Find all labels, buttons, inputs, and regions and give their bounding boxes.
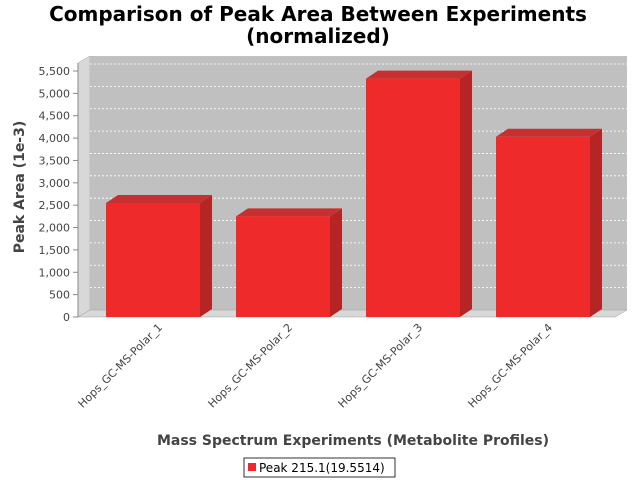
plot-left-wall bbox=[77, 55, 91, 318]
x-axis-label: Mass Spectrum Experiments (Metabolite Pr… bbox=[157, 433, 549, 449]
x-tick-label: Hops_GC-MS-Polar_2 bbox=[206, 321, 296, 411]
y-tick-label: 5,000 bbox=[39, 87, 71, 100]
y-tick-label: 3,500 bbox=[39, 154, 71, 167]
bar-side bbox=[200, 194, 212, 317]
x-tick-label: Hops_GC-MS-Polar_1 bbox=[76, 321, 166, 411]
y-tick-label: 2,000 bbox=[39, 222, 71, 235]
y-tick-label: 500 bbox=[49, 289, 70, 302]
bar-side bbox=[590, 128, 602, 317]
bar-top bbox=[106, 194, 212, 203]
bar-front bbox=[106, 202, 200, 317]
bar bbox=[496, 128, 602, 317]
bar-front bbox=[236, 216, 330, 317]
bar-top bbox=[366, 70, 472, 79]
bar-side bbox=[460, 70, 472, 317]
y-tick-label: 5,500 bbox=[39, 65, 71, 78]
bar-side bbox=[330, 208, 342, 317]
legend-box bbox=[243, 457, 396, 478]
x-tick-label: Hops_GC-MS-Polar_4 bbox=[466, 321, 556, 411]
y-tick-label: 1,000 bbox=[39, 266, 71, 279]
bars bbox=[106, 70, 602, 317]
bar-top bbox=[496, 128, 602, 137]
bar bbox=[106, 194, 212, 317]
y-tick-label: 1,500 bbox=[39, 244, 71, 257]
y-axis-label: Peak Area (1e-3) bbox=[12, 121, 28, 254]
y-tick-label: 4,000 bbox=[39, 132, 71, 145]
legend-label: Peak 215.1(19.5514) bbox=[259, 461, 385, 475]
bar-top bbox=[236, 208, 342, 217]
y-tick-label: 2,500 bbox=[39, 199, 71, 212]
x-tick-label: Hops_GC-MS-Polar_3 bbox=[336, 321, 426, 411]
bar bbox=[366, 70, 472, 317]
bar-front bbox=[496, 136, 590, 317]
x-axis: Hops_GC-MS-Polar_1 Hops_GC-MS-Polar_2 Hops… bbox=[76, 321, 556, 411]
bar-front bbox=[366, 78, 460, 317]
bar bbox=[236, 208, 342, 317]
y-tick-label: 0 bbox=[63, 311, 70, 324]
y-axis: 0 500 1,000 1,500 2,000 2,500 3,000 3,500 4,000 4… bbox=[39, 63, 79, 324]
y-tick-label: 4,500 bbox=[39, 110, 71, 123]
legend: Peak 215.1(19.5514) bbox=[243, 457, 396, 478]
chart-title: Comparison of Peak Area Between Experime… bbox=[49, 2, 587, 26]
legend-swatch bbox=[248, 463, 256, 471]
chart-subtitle: (normalized) bbox=[246, 24, 390, 48]
y-tick-label: 3,000 bbox=[39, 177, 71, 190]
